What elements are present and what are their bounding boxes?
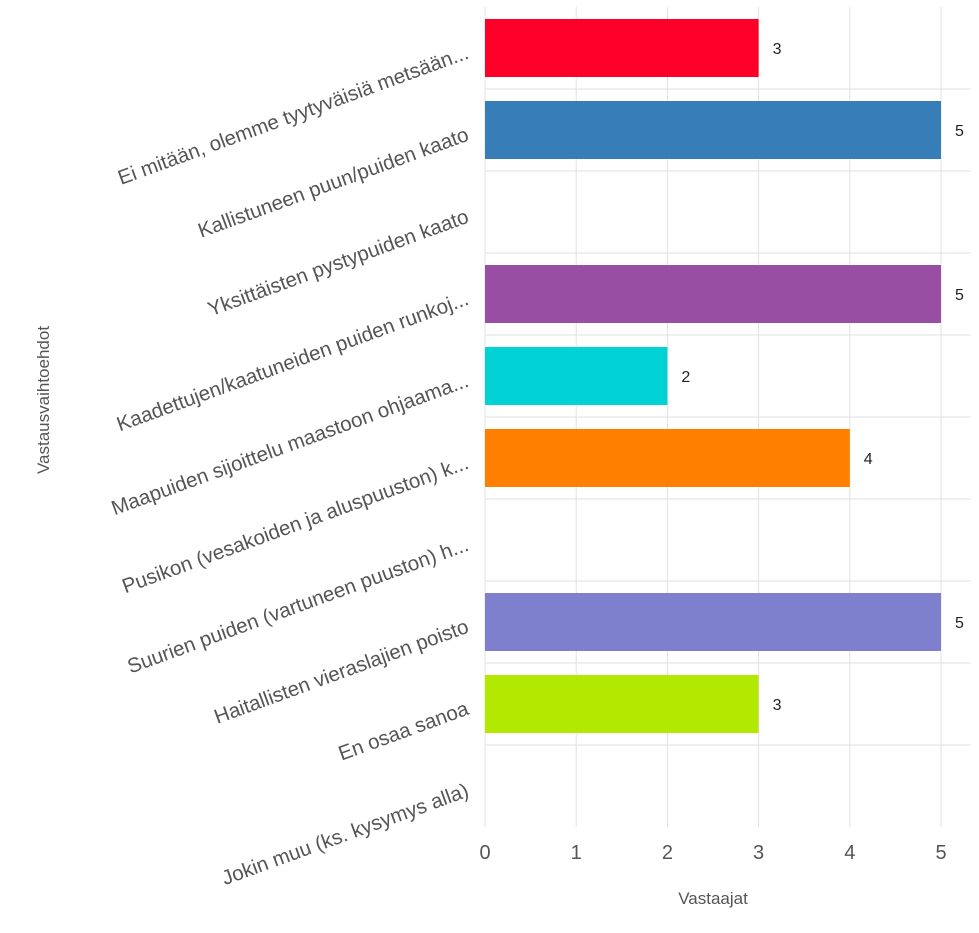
data-label: 4 [864, 451, 873, 468]
x-tick-label: 1 [571, 842, 582, 864]
bar [485, 429, 850, 487]
data-label: 5 [955, 287, 964, 304]
data-label: 3 [773, 697, 782, 714]
category-label: Kaadettujen/kaatuneiden puiden runkoj... [114, 287, 472, 436]
bar [485, 593, 941, 651]
x-tick-labels: 0 1 2 3 4 5 [479, 842, 946, 864]
x-tick-label: 0 [479, 842, 490, 864]
data-label: 5 [955, 615, 964, 632]
data-label: 3 [773, 41, 782, 58]
category-label: Maapuiden sijoittelu maastoon ohjaama... [108, 369, 471, 520]
y-axis-label: Vastausvaihtoehdot [34, 326, 53, 474]
bar [485, 347, 668, 405]
category-labels: Ei mitään, olemme tyytyväisiä metsään...… [108, 41, 472, 890]
bar [485, 265, 941, 323]
data-label: 2 [681, 369, 690, 386]
category-label: Ei mitään, olemme tyytyväisiä metsään... [115, 41, 472, 190]
data-labels: 3 5 5 2 4 5 3 [681, 41, 964, 714]
data-label: 5 [955, 123, 964, 140]
bar [485, 675, 759, 733]
category-label: Jokin muu (ks. kysymys alla) [219, 779, 472, 890]
x-tick-label: 2 [662, 842, 673, 864]
bar [485, 19, 759, 77]
x-axis-label: Vastaajat [678, 889, 748, 908]
category-label: Pusikon (vesakoiden ja aluspuuston) k... [119, 451, 472, 598]
x-tick-label: 5 [935, 842, 946, 864]
category-label: En osaa sanoa [335, 697, 472, 766]
x-tick-label: 4 [844, 842, 855, 864]
bars [485, 19, 941, 733]
x-tick-label: 3 [753, 842, 764, 864]
bar [485, 101, 941, 159]
